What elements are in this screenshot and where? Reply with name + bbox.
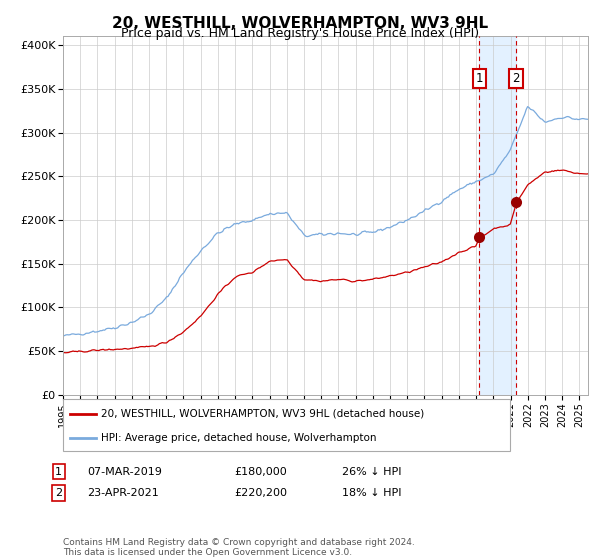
Text: 07-MAR-2019: 07-MAR-2019 xyxy=(87,466,162,477)
Bar xyxy=(479,36,516,395)
Text: Price paid vs. HM Land Registry's House Price Index (HPI): Price paid vs. HM Land Registry's House … xyxy=(121,27,479,40)
Text: 2: 2 xyxy=(55,488,62,498)
Text: 2: 2 xyxy=(512,72,520,85)
Text: £220,200: £220,200 xyxy=(234,488,287,498)
Text: HPI: Average price, detached house, Wolverhampton: HPI: Average price, detached house, Wolv… xyxy=(101,433,376,443)
Text: 23-APR-2021: 23-APR-2021 xyxy=(87,488,159,498)
Text: 18% ↓ HPI: 18% ↓ HPI xyxy=(342,488,401,498)
Text: 1: 1 xyxy=(475,72,483,85)
Text: 1: 1 xyxy=(55,466,62,477)
Text: 20, WESTHILL, WOLVERHAMPTON, WV3 9HL (detached house): 20, WESTHILL, WOLVERHAMPTON, WV3 9HL (de… xyxy=(101,409,424,419)
Text: 26% ↓ HPI: 26% ↓ HPI xyxy=(342,466,401,477)
Text: 20, WESTHILL, WOLVERHAMPTON, WV3 9HL: 20, WESTHILL, WOLVERHAMPTON, WV3 9HL xyxy=(112,16,488,31)
Text: Contains HM Land Registry data © Crown copyright and database right 2024.
This d: Contains HM Land Registry data © Crown c… xyxy=(63,538,415,557)
Text: £180,000: £180,000 xyxy=(234,466,287,477)
